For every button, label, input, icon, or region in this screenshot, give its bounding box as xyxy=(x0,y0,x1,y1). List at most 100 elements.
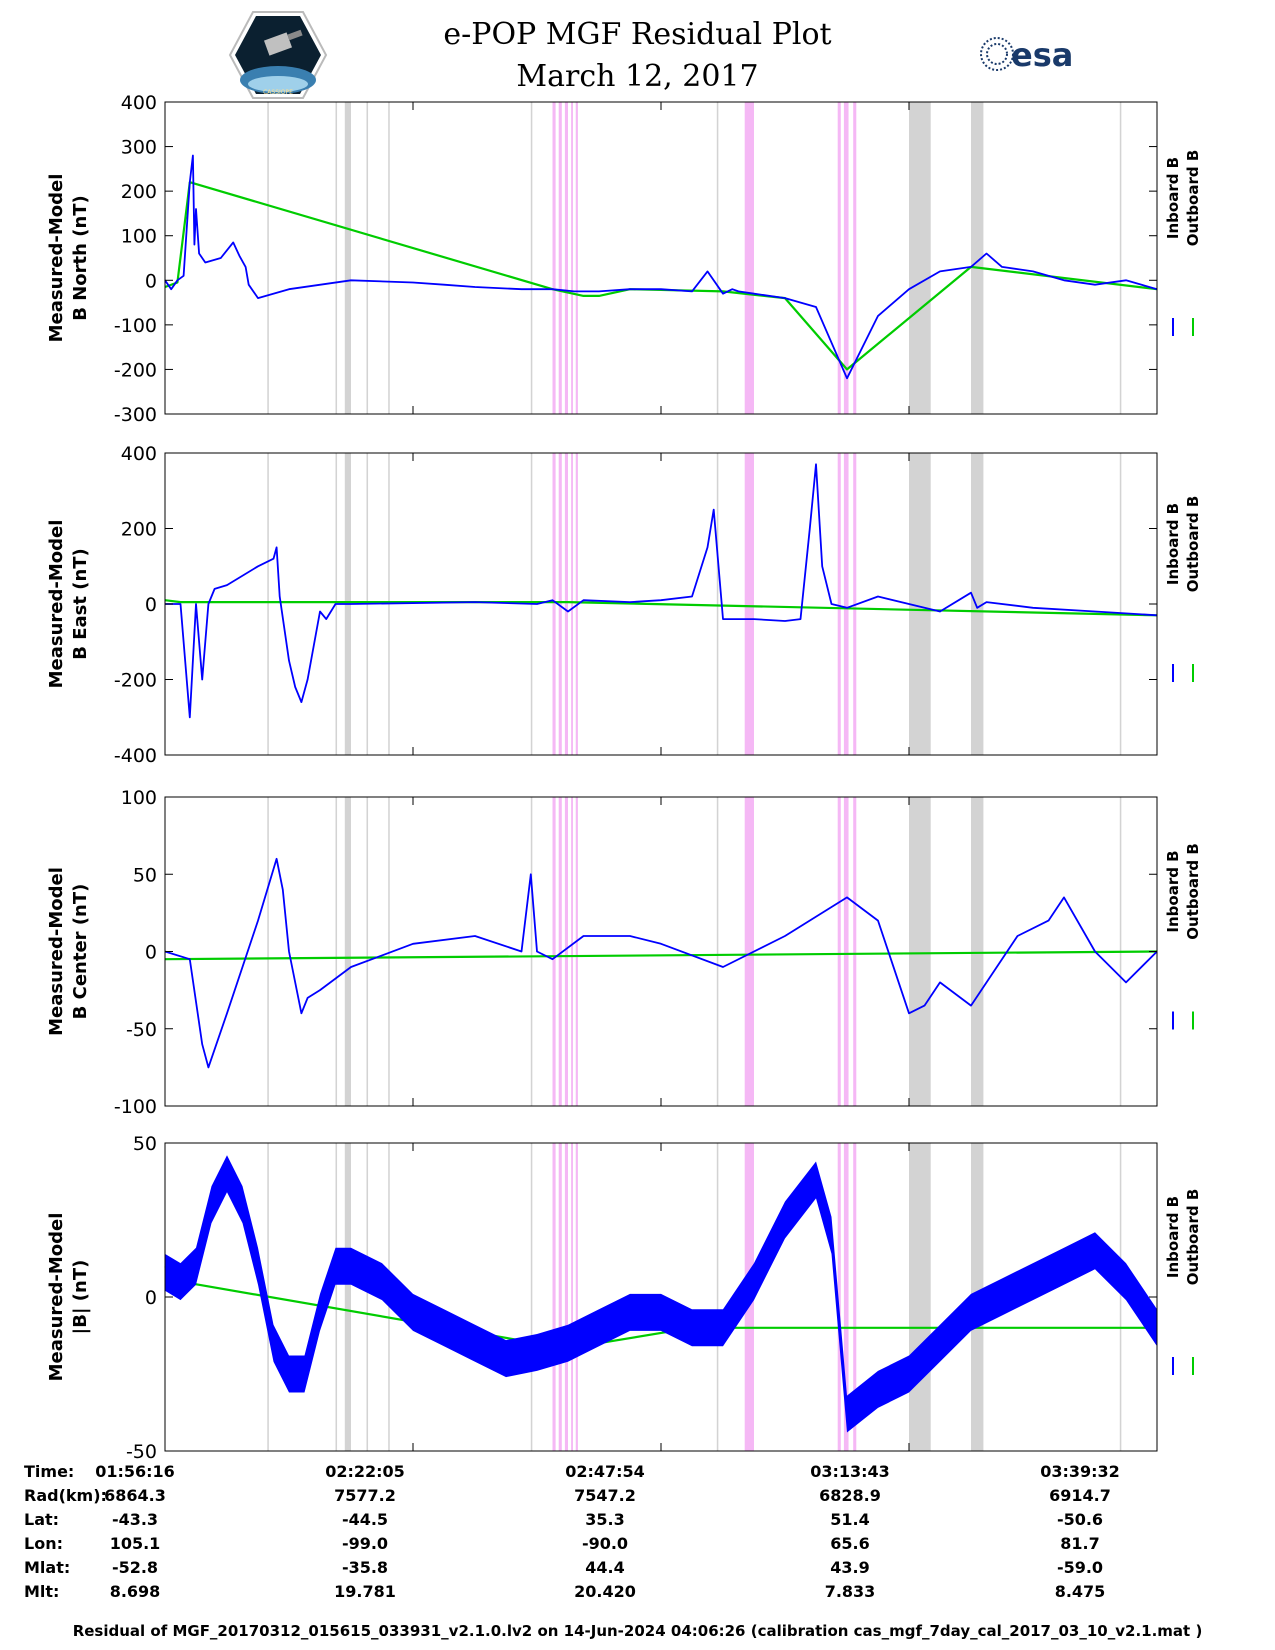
y-axis-label-line-1: Measured-Model xyxy=(46,1213,67,1382)
y-axis-label-line-2: B Center (nT) xyxy=(70,884,91,1020)
table-cell: 03:13:43 xyxy=(810,1462,890,1481)
pink-flag-band xyxy=(571,1143,573,1451)
y-tick-label: -300 xyxy=(114,404,157,426)
table-cell: 02:22:05 xyxy=(325,1462,405,1481)
table-cell: 8.475 xyxy=(1054,1582,1106,1601)
title-line-2: March 12, 2017 xyxy=(516,59,759,94)
series-outboard-b xyxy=(164,599,1158,617)
table-cell: 7547.2 xyxy=(574,1486,636,1505)
pink-flag-band xyxy=(575,797,578,1106)
ephemeris-table: Time: Rad(km): Lat: Lon: Mlat: Mlt: 01:56:16 68… xyxy=(0,1462,1275,1622)
pink-flag-band xyxy=(558,1143,562,1451)
table-cell: 03:39:32 xyxy=(1040,1462,1120,1481)
pink-flag-band xyxy=(837,453,841,755)
gray-data-gap-band xyxy=(716,102,719,414)
gray-data-gap-band xyxy=(366,1143,369,1451)
legend-outboard-label: Outboard B xyxy=(1184,1189,1202,1286)
gray-data-gap-band xyxy=(344,102,351,414)
gray-data-gap-band xyxy=(1119,1143,1122,1451)
axes-frame xyxy=(164,101,1158,415)
gray-data-gap-band xyxy=(388,102,390,414)
table-cell: -50.6 xyxy=(1056,1510,1104,1529)
table-cell: 81.7 xyxy=(1060,1534,1100,1553)
gray-data-gap-band xyxy=(909,797,931,1106)
pink-flag-band xyxy=(575,102,578,414)
cassiope-mission-logo: CASSIOPE xyxy=(228,11,328,99)
esa-logo-text: esa xyxy=(1011,36,1073,74)
gray-data-gap-band xyxy=(909,1143,931,1451)
y-tick-label: 50 xyxy=(133,864,157,886)
gray-data-gap-band xyxy=(716,453,719,755)
y-tick-label: 200 xyxy=(121,181,157,203)
pink-flag-band xyxy=(564,1143,568,1451)
table-row-label: Mlat: xyxy=(24,1558,71,1577)
table-cell: 6864.3 xyxy=(104,1486,166,1505)
gray-data-gap-band xyxy=(335,797,338,1106)
pink-flag-band xyxy=(558,453,562,755)
y-axis-label-line-2: |B| (nT) xyxy=(70,1260,91,1335)
gray-data-gap-band xyxy=(366,797,369,1106)
gray-data-gap-band xyxy=(971,453,984,755)
y-axis-label-line-1: Measured-Model xyxy=(46,174,67,343)
table-cell: 6828.9 xyxy=(819,1486,881,1505)
y-tick-label: 0 xyxy=(145,270,157,292)
gray-data-gap-band xyxy=(1119,102,1122,414)
table-cell: -44.5 xyxy=(341,1510,389,1529)
table-cell: 44.4 xyxy=(585,1558,625,1577)
series-outboard-b xyxy=(164,181,1158,371)
pink-flag-band xyxy=(843,1143,849,1451)
y-axis-label-line-1: Measured-Model xyxy=(46,520,67,689)
table-cell: -35.8 xyxy=(341,1558,389,1577)
gray-data-gap-band xyxy=(267,453,269,755)
pink-flag-band xyxy=(558,102,562,414)
footer-caption: Residual of MGF_20170312_015615_033931_v… xyxy=(72,1622,1203,1640)
y-tick-label: 0 xyxy=(145,942,157,964)
header: e-POP MGF Residual Plot March 12, 2017 C… xyxy=(0,0,1275,100)
pink-flag-band xyxy=(853,797,857,1106)
series-outboard-b xyxy=(164,950,1158,961)
pink-flag-band xyxy=(564,797,568,1106)
pink-flag-band xyxy=(853,1143,857,1451)
series-inboard-b xyxy=(165,463,1158,719)
series-inboard-b xyxy=(165,1155,1157,1433)
legend-outboard-label: Outboard B xyxy=(1184,150,1202,247)
series-inboard-b xyxy=(164,154,1158,380)
series-inboard-b xyxy=(164,857,1158,1069)
table-cell: 02:47:54 xyxy=(565,1462,645,1481)
pink-flag-band xyxy=(575,1143,578,1451)
table-cell: 19.781 xyxy=(334,1582,396,1601)
gray-data-gap-band xyxy=(716,797,719,1106)
title-line-1: e-POP MGF Residual Plot xyxy=(443,17,832,52)
chart-title: e-POP MGF Residual Plot March 12, 2017 xyxy=(0,14,1275,98)
pink-flag-band xyxy=(853,102,857,414)
gray-data-gap-band xyxy=(344,1143,351,1451)
pink-flag-band xyxy=(558,797,562,1106)
table-cell: 51.4 xyxy=(830,1510,870,1529)
gray-data-gap-band xyxy=(344,797,351,1106)
y-tick-label: -200 xyxy=(114,670,157,692)
table-cell: 8.698 xyxy=(109,1582,161,1601)
y-tick-label: 400 xyxy=(121,92,157,114)
y-tick-label: 100 xyxy=(121,226,157,248)
table-row-label: Lat: xyxy=(24,1510,60,1529)
legend-inboard-label: Inboard B xyxy=(1164,850,1182,932)
gray-data-gap-band xyxy=(388,797,390,1106)
table-row-label: Rad(km): xyxy=(24,1486,107,1505)
pink-flag-band xyxy=(571,102,573,414)
pink-flag-band xyxy=(843,797,849,1106)
pink-flag-band xyxy=(552,797,556,1106)
gray-data-gap-band xyxy=(335,1143,338,1451)
pink-flag-band xyxy=(853,453,857,755)
legend-outboard-label: Outboard B xyxy=(1184,843,1202,940)
y-tick-label: 50 xyxy=(133,1133,157,1155)
y-tick-label: -100 xyxy=(114,1096,157,1118)
y-axis-label-line-2: B East (nT) xyxy=(70,548,91,660)
y-tick-label: -100 xyxy=(114,315,157,337)
pink-flag-band xyxy=(552,453,556,755)
legend-inboard-label: Inboard B xyxy=(1164,1196,1182,1278)
gray-data-gap-band xyxy=(971,102,984,414)
y-tick-label: 0 xyxy=(145,594,157,616)
logo-left-text: CASSIOPE xyxy=(263,89,293,96)
gray-data-gap-band xyxy=(909,453,931,755)
